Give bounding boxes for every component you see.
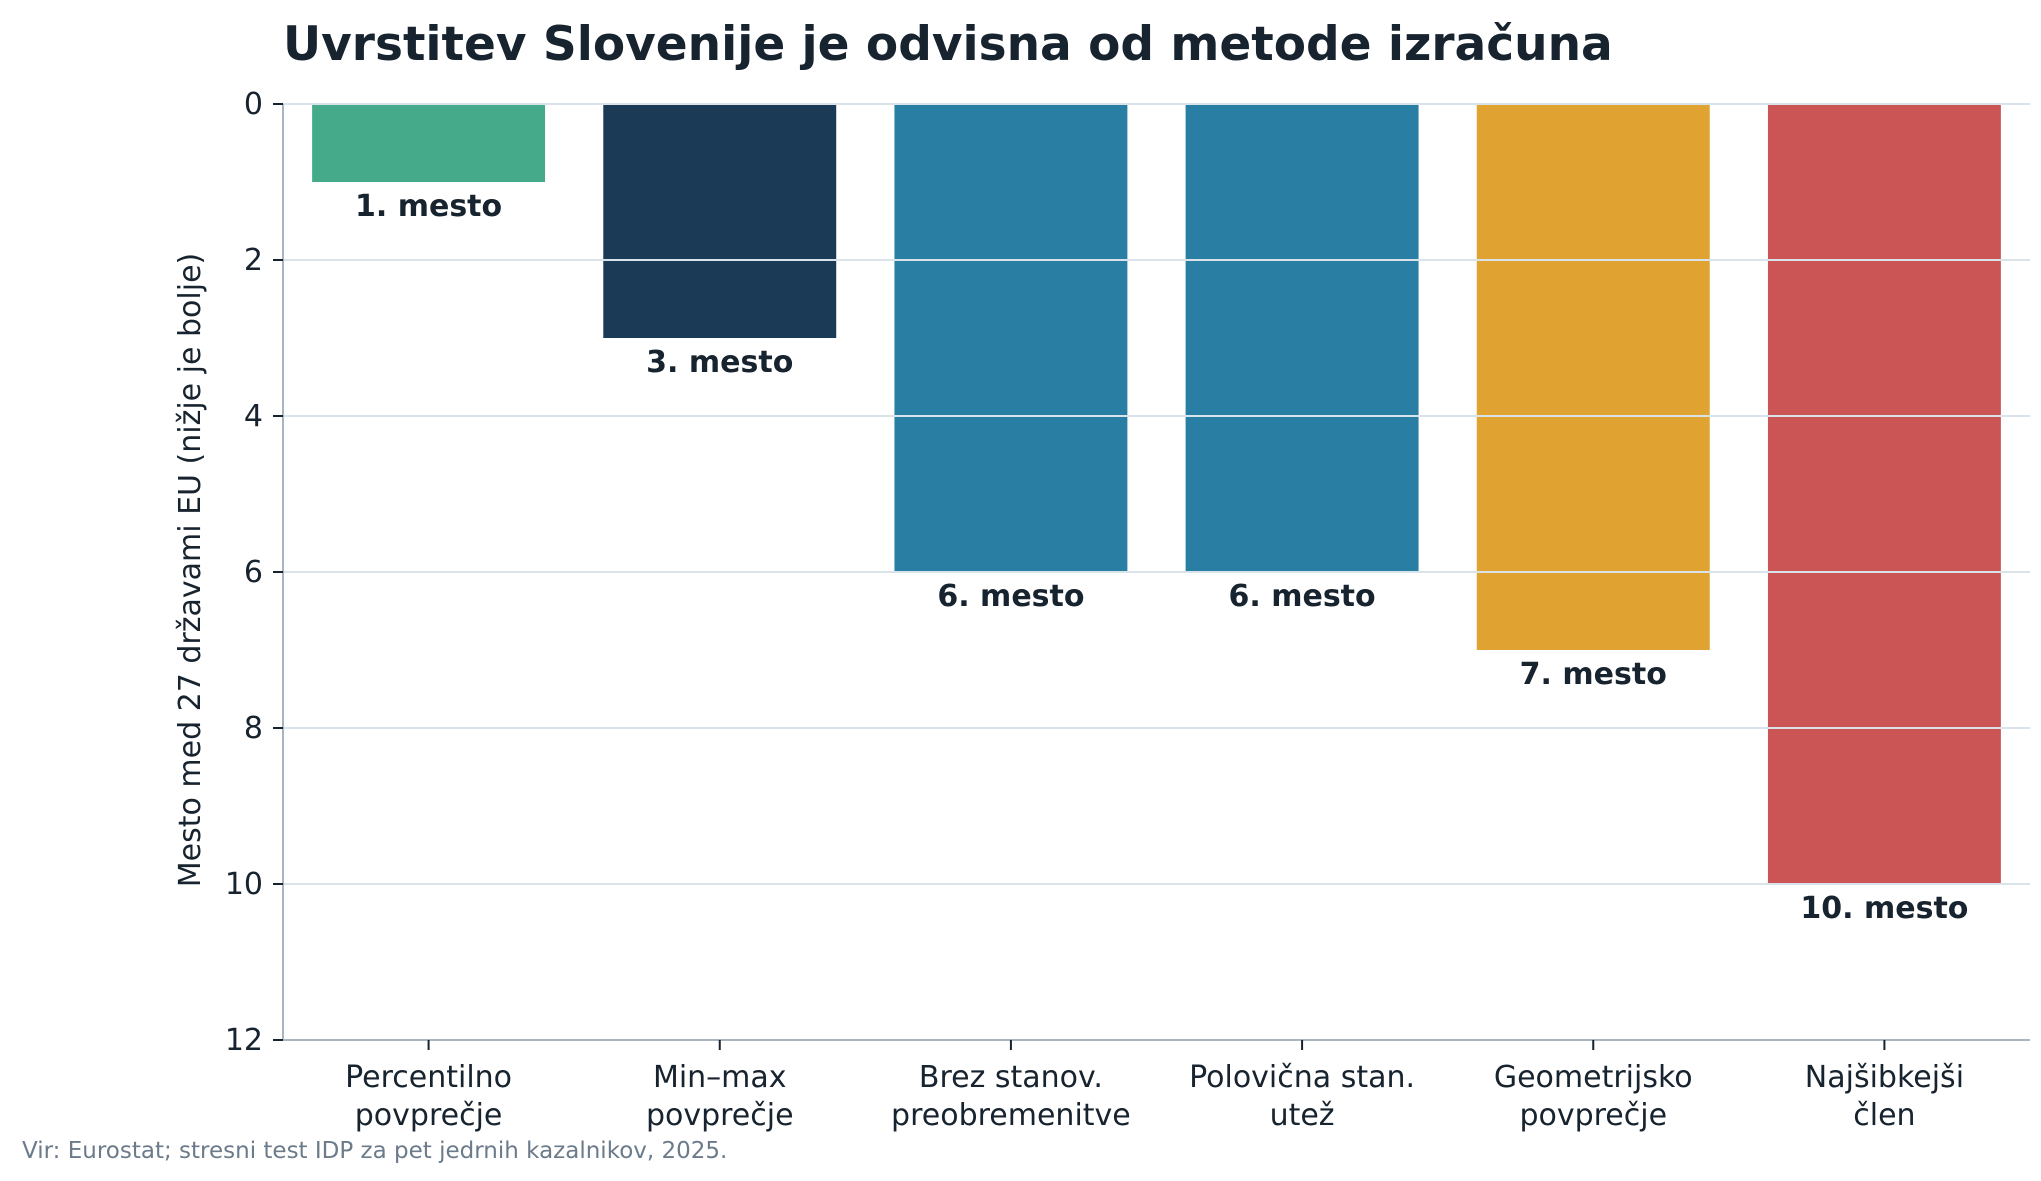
- x-tick-label-line: povprečje: [355, 1098, 503, 1133]
- x-tick-label: Min–max povprečje: [646, 1060, 794, 1133]
- data-label: 1. mesto: [355, 189, 502, 224]
- data-label: 10. mesto: [1800, 891, 1968, 926]
- y-tick-label: 6: [244, 555, 263, 590]
- bar: [1767, 104, 2001, 884]
- x-tick-label-line: Geometrijsko: [1494, 1060, 1693, 1095]
- y-axis-ticks: 0 2 4 6 8 10 12: [225, 87, 283, 1058]
- y-axis-label: Mesto med 27 državami EU (nižje je bolje…: [173, 253, 208, 887]
- x-tick-label-line: člen: [1853, 1098, 1915, 1133]
- data-label: 6. mesto: [1229, 579, 1376, 614]
- bar: [1476, 104, 1710, 650]
- x-tick-label-line: Najšibkejši: [1805, 1060, 1964, 1095]
- x-tick-label: Geometrijsko povprečje: [1494, 1060, 1693, 1133]
- y-tick-label: 8: [244, 711, 263, 746]
- x-tick-label: Polovična stan. utež: [1189, 1060, 1415, 1133]
- x-tick-label: Najšibkejši člen: [1805, 1060, 1964, 1133]
- source-note: Vir: Eurostat; stresni test IDP za pet j…: [22, 1138, 727, 1164]
- x-tick-label-line: preobremenitve: [891, 1098, 1131, 1133]
- x-tick-label-line: Brez stanov.: [919, 1060, 1103, 1095]
- bar: [1185, 104, 1419, 572]
- data-label: 3. mesto: [646, 345, 793, 380]
- x-tick-label-line: povprečje: [646, 1098, 794, 1133]
- data-label: 6. mesto: [937, 579, 1084, 614]
- y-tick-label: 12: [225, 1023, 263, 1058]
- chart-title: Uvrstitev Slovenije je odvisna od metode…: [283, 17, 1613, 72]
- bar: [312, 104, 546, 182]
- x-tick-label-line: utež: [1270, 1098, 1335, 1133]
- x-tick-label-line: povprečje: [1519, 1098, 1667, 1133]
- y-tick-label: 0: [244, 87, 263, 122]
- bar: [603, 104, 837, 338]
- y-tick-label: 2: [244, 243, 263, 278]
- x-tick-label-line: Percentilno: [345, 1060, 512, 1095]
- x-tick-label: Percentilno povprečje: [345, 1060, 512, 1133]
- x-tick-label-line: Min–max: [653, 1060, 787, 1095]
- y-tick-label: 10: [225, 867, 263, 902]
- bars: [312, 104, 2001, 884]
- data-label: 7. mesto: [1520, 657, 1667, 692]
- bar: [894, 104, 1128, 572]
- data-labels: 1. mesto 3. mesto 6. mesto 6. mesto 7. mesto…: [355, 189, 1968, 926]
- y-tick-label: 4: [244, 399, 263, 434]
- x-tick-label: Brez stanov. preobremenitve: [891, 1060, 1131, 1133]
- x-tick-label-line: Polovična stan.: [1189, 1060, 1415, 1095]
- gridlines: [283, 103, 2030, 885]
